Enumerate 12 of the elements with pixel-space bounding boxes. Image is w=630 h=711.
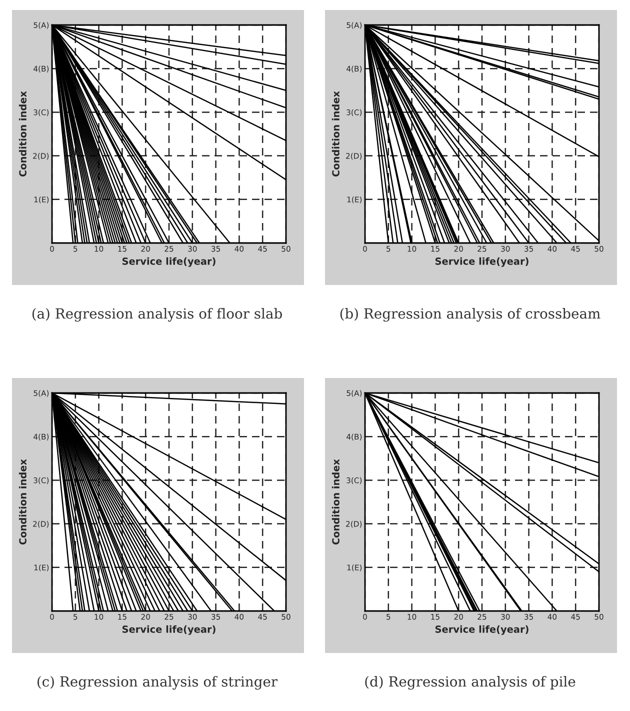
- x-axis-title: Service life(year): [435, 625, 528, 635]
- text: (c) Regression analysis of stringer: [38, 676, 278, 690]
- y-axis-title: Condition index: [332, 459, 340, 545]
- y-axis-title: Condition index: [18, 91, 26, 177]
- x-axis-title: Service life(year): [435, 257, 528, 267]
- text: (b) Regression analysis of crossbeam: [340, 308, 600, 322]
- y-axis-title: Condition index: [18, 459, 26, 545]
- text: (a) Regression analysis of floor slab: [32, 308, 282, 322]
- text: (d) Regression analysis of pile: [365, 676, 576, 690]
- x-axis-title: Service life(year): [122, 625, 216, 635]
- y-axis-title: Condition index: [332, 91, 340, 177]
- x-axis-title: Service life(year): [122, 257, 216, 267]
